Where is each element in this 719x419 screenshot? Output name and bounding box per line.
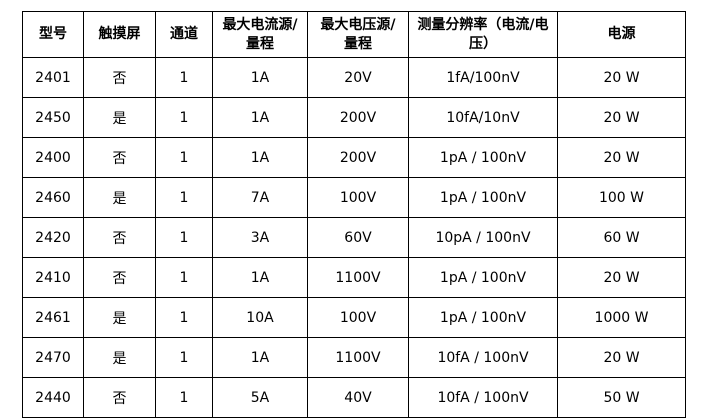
cell-power: 60 W [557,217,686,258]
cell-power: 20 W [557,57,686,98]
cell-touchscreen: 否 [83,57,156,98]
cell-resolution: 10fA/10nV [408,97,558,138]
cell-resolution: 10fA / 100nV [408,337,558,378]
table-row: 2461 是 1 10A 100V 1pA / 100nV 1000 W [22,297,686,338]
cell-touchscreen: 是 [83,97,156,138]
cell-max-current: 5A [212,377,308,418]
cell-max-voltage: 100V [307,297,409,338]
cell-model: 2440 [22,377,84,418]
cell-model: 2470 [22,337,84,378]
cell-channels: 1 [155,257,213,298]
cell-power: 20 W [557,257,686,298]
cell-resolution: 1pA / 100nV [408,257,558,298]
cell-power: 50 W [557,377,686,418]
cell-channels: 1 [155,297,213,338]
cell-max-current: 1A [212,257,308,298]
cell-resolution: 10pA / 100nV [408,217,558,258]
table-row: 2440 否 1 5A 40V 10fA / 100nV 50 W [22,377,686,418]
cell-touchscreen: 是 [83,297,156,338]
cell-max-current: 7A [212,177,308,218]
cell-channels: 1 [155,97,213,138]
cell-channels: 1 [155,57,213,98]
cell-touchscreen: 是 [83,337,156,378]
cell-channels: 1 [155,337,213,378]
table-row: 2400 否 1 1A 200V 1pA / 100nV 20 W [22,137,686,178]
header-row: 型号 触摸屏 通道 最大电流源/量程 最大电压源/量程 测量分辨率（电流/电压）… [22,11,686,58]
cell-max-current: 1A [212,97,308,138]
cell-max-voltage: 1100V [307,257,409,298]
cell-max-voltage: 200V [307,137,409,178]
cell-channels: 1 [155,137,213,178]
header-channels: 通道 [155,11,213,58]
cell-power: 1000 W [557,297,686,338]
cell-max-voltage: 20V [307,57,409,98]
cell-touchscreen: 否 [83,257,156,298]
cell-resolution: 1fA/100nV [408,57,558,98]
cell-resolution: 10fA / 100nV [408,377,558,418]
cell-power: 100 W [557,177,686,218]
table-row: 2460 是 1 7A 100V 1pA / 100nV 100 W [22,177,686,218]
cell-model: 2460 [22,177,84,218]
cell-model: 2410 [22,257,84,298]
cell-resolution: 1pA / 100nV [408,137,558,178]
cell-touchscreen: 否 [83,217,156,258]
table-row: 2410 否 1 1A 1100V 1pA / 100nV 20 W [22,257,686,298]
cell-channels: 1 [155,377,213,418]
header-resolution: 测量分辨率（电流/电压） [408,11,558,58]
cell-max-current: 1A [212,337,308,378]
header-model: 型号 [22,11,84,58]
header-max-current: 最大电流源/量程 [212,11,308,58]
cell-model: 2420 [22,217,84,258]
table-row: 2401 否 1 1A 20V 1fA/100nV 20 W [22,57,686,98]
cell-max-voltage: 200V [307,97,409,138]
cell-power: 20 W [557,97,686,138]
cell-resolution: 1pA / 100nV [408,297,558,338]
cell-max-voltage: 100V [307,177,409,218]
header-touchscreen: 触摸屏 [83,11,156,58]
spec-table: 型号 触摸屏 通道 最大电流源/量程 最大电压源/量程 测量分辨率（电流/电压）… [22,11,686,418]
cell-max-current: 10A [212,297,308,338]
cell-model: 2450 [22,97,84,138]
cell-max-voltage: 60V [307,217,409,258]
cell-touchscreen: 否 [83,137,156,178]
cell-touchscreen: 否 [83,377,156,418]
table-row: 2470 是 1 1A 1100V 10fA / 100nV 20 W [22,337,686,378]
cell-channels: 1 [155,217,213,258]
table-row: 2450 是 1 1A 200V 10fA/10nV 20 W [22,97,686,138]
cell-channels: 1 [155,177,213,218]
cell-model: 2461 [22,297,84,338]
cell-max-current: 1A [212,57,308,98]
cell-power: 20 W [557,337,686,378]
cell-model: 2401 [22,57,84,98]
cell-max-current: 3A [212,217,308,258]
header-max-voltage: 最大电压源/量程 [307,11,409,58]
cell-max-voltage: 40V [307,377,409,418]
table-row: 2420 否 1 3A 60V 10pA / 100nV 60 W [22,217,686,258]
cell-touchscreen: 是 [83,177,156,218]
cell-max-current: 1A [212,137,308,178]
cell-resolution: 1pA / 100nV [408,177,558,218]
header-power: 电源 [557,11,686,58]
cell-max-voltage: 1100V [307,337,409,378]
cell-power: 20 W [557,137,686,178]
cell-model: 2400 [22,137,84,178]
